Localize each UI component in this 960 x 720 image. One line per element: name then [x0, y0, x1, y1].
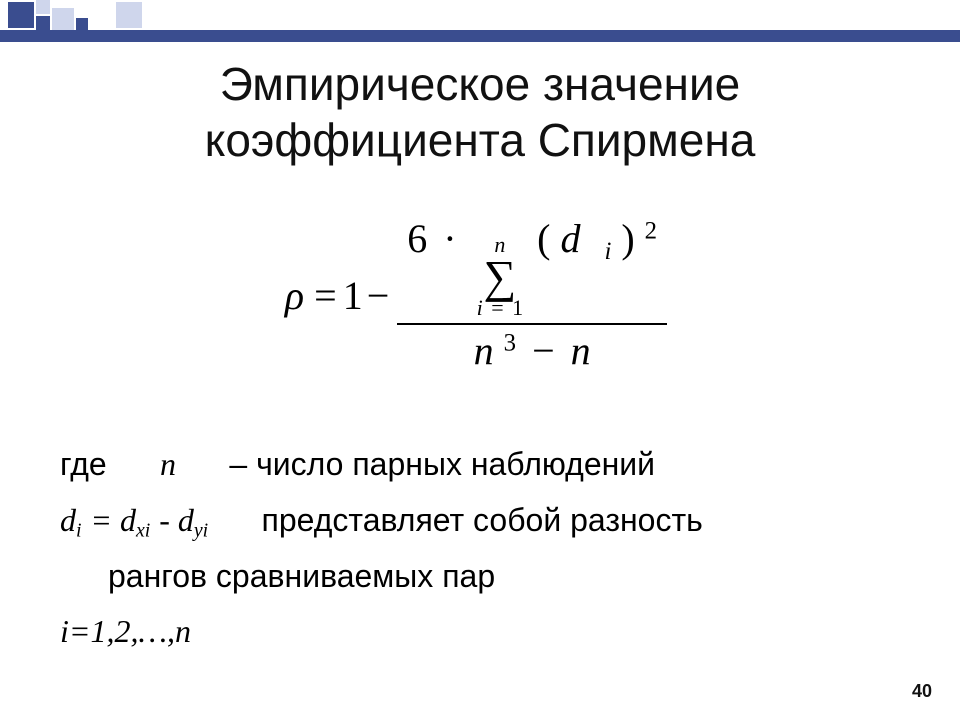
rho-symbol: ρ [285, 272, 304, 319]
one: 1 [343, 272, 363, 319]
den-n: n [474, 328, 494, 373]
dx-sub: xi [136, 519, 150, 541]
cdot: · [437, 216, 462, 261]
i-range: =1,2,…, [69, 613, 175, 649]
sum-lower-1: 1 [512, 295, 523, 320]
sum-lower-i: i [477, 295, 483, 320]
spearman-formula: ρ = 1 − 6 · n ∑ i [285, 215, 675, 375]
d-symbol: d [560, 216, 580, 261]
minus-1: − [367, 272, 390, 319]
den-n2: n [571, 328, 591, 373]
decor-square [36, 16, 50, 30]
di-eq: = [90, 502, 120, 538]
di-d: d [60, 502, 76, 538]
sum-lower: i = 1 [477, 297, 524, 319]
i-range-line: i=1,2,…,n [60, 607, 900, 657]
decor-square [52, 8, 74, 30]
slide-title: Эмпирическое значение коэффициента Спирм… [0, 56, 960, 168]
page-number: 40 [912, 681, 932, 702]
six: 6 [407, 216, 427, 261]
summation: n ∑ i = 1 [477, 234, 524, 319]
title-line-1: Эмпирическое значение [220, 58, 741, 110]
n-description: – число парных наблюдений [229, 446, 655, 482]
n-symbol: n [160, 446, 176, 482]
lparen: ( [537, 216, 550, 261]
dy-sub: yi [194, 519, 208, 541]
di-line: di = dxi - dyi представляет собой разнос… [60, 496, 900, 546]
di-line-2: рангов сравниваемых пар [60, 552, 900, 602]
title-line-2: коэффициента Спирмена [205, 114, 756, 166]
slide: Эмпирическое значение коэффициента Спирм… [0, 0, 960, 720]
formula-area: ρ = 1 − 6 · n ∑ i [0, 215, 960, 375]
di-minus: - [159, 502, 178, 538]
fraction-bar [397, 323, 667, 325]
equals-sign: = [314, 272, 337, 319]
i-range-n: n [175, 613, 191, 649]
rparen: ) [621, 216, 634, 261]
top-decor [0, 0, 960, 42]
dy-d: d [178, 502, 194, 538]
di-description-2: рангов сравниваемых пар [108, 558, 495, 594]
top-stripe [0, 30, 960, 42]
den-minus: − [526, 328, 561, 373]
den-cube: 3 [504, 330, 516, 357]
dx-d: d [120, 502, 136, 538]
i-symbol: i [60, 613, 69, 649]
explanation-block: где n – число парных наблюдений di = dxi… [60, 440, 900, 663]
decor-square [116, 2, 142, 28]
decor-square [8, 2, 34, 28]
squared: 2 [645, 217, 657, 244]
di-i: i [76, 519, 82, 541]
decor-square [76, 18, 88, 30]
d-subscript-i: i [604, 238, 611, 265]
main-fraction: 6 · n ∑ i = 1 ( d [397, 215, 667, 375]
sigma-symbol: ∑ [483, 256, 516, 297]
di-description: представляет собой разность [262, 502, 703, 538]
fraction-denominator: n 3 − n [464, 327, 601, 375]
sum-lower-eq: = [488, 295, 506, 320]
where-line: где n – число парных наблюдений [60, 440, 900, 490]
fraction-numerator: 6 · n ∑ i = 1 ( d [397, 215, 667, 321]
decor-square [36, 0, 50, 14]
where-label: где [60, 446, 107, 482]
